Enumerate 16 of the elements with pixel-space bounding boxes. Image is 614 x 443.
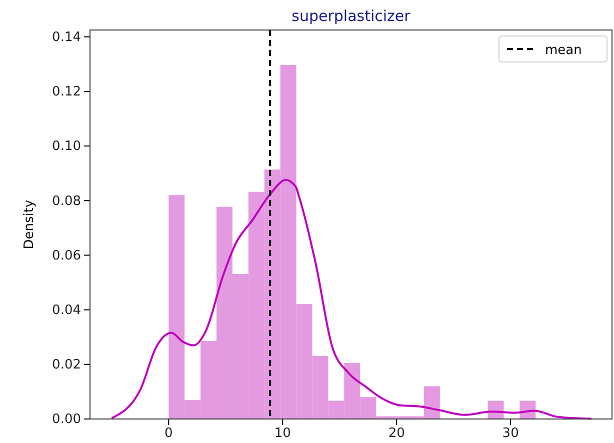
chart-title: superplasticizer: [292, 7, 412, 25]
x-tick-label: 20: [388, 426, 405, 442]
y-tick-label: 0.12: [52, 84, 81, 100]
ref-line-label: mean: [545, 43, 582, 58]
y-tick-label: 0.10: [52, 139, 81, 154]
y-tick-label: 0.08: [52, 194, 81, 209]
y-tick-label: 0.06: [52, 248, 81, 264]
y-axis-title: Density: [22, 199, 37, 250]
line-series: [110, 178, 592, 420]
x-tick-label: 0: [164, 426, 173, 442]
y-tick-label: 0.02: [52, 358, 81, 373]
y-tick-label: 0.14: [52, 30, 81, 45]
x-tick-label: 30: [502, 426, 519, 442]
y-tick-label: 0.00: [52, 412, 81, 428]
x-tick-label: 10: [274, 426, 291, 442]
y-tick-label: 0.04: [52, 302, 81, 318]
